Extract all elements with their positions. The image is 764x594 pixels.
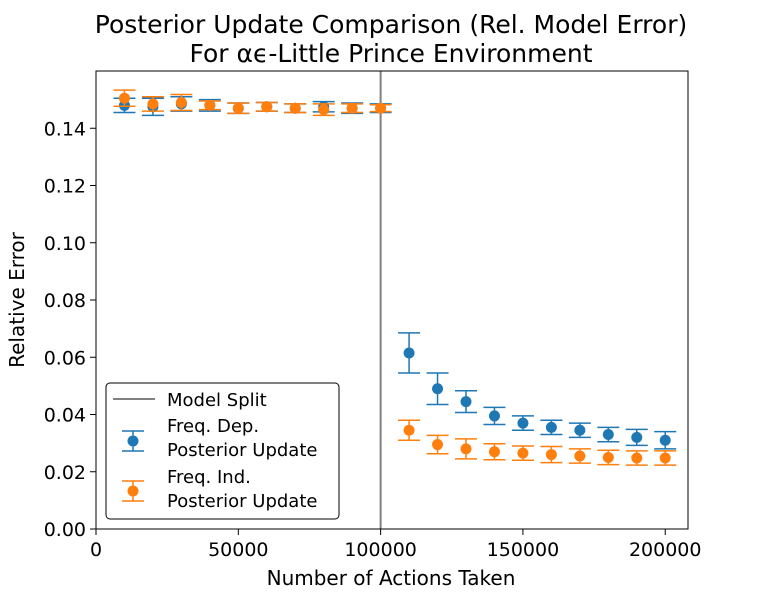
legend-marker	[127, 435, 139, 447]
data-point	[659, 452, 671, 464]
y-tick-label: 0.14	[44, 118, 86, 140]
data-point	[574, 450, 586, 462]
x-tick-label: 200000	[629, 539, 702, 561]
x-tick-label: 50000	[208, 539, 268, 561]
data-point	[261, 101, 273, 113]
data-point	[147, 98, 159, 110]
y-tick-label: 0.00	[44, 519, 86, 541]
data-point	[318, 104, 330, 116]
legend-label-freq-ind-line-2: Posterior Update	[167, 491, 317, 512]
data-point	[659, 434, 671, 446]
data-point	[432, 439, 444, 451]
data-point	[432, 383, 444, 395]
legend-label-model-split: Model Split	[167, 390, 267, 411]
data-point	[631, 431, 643, 443]
data-point	[488, 410, 500, 422]
x-axis-label: Number of Actions Taken	[267, 566, 516, 590]
data-point	[488, 446, 500, 458]
y-tick-label: 0.04	[44, 405, 86, 427]
data-point	[602, 451, 614, 463]
plot-area	[113, 71, 677, 529]
data-point	[204, 99, 216, 111]
chart-title-line-2: For αϵ-Little Prince Environment	[189, 39, 592, 68]
data-point	[460, 443, 472, 455]
x-tick-label: 100000	[344, 539, 417, 561]
data-point	[545, 421, 557, 433]
data-point	[574, 424, 586, 436]
data-point	[517, 417, 529, 429]
legend-swatch-freq-ind	[122, 480, 144, 502]
data-point	[403, 347, 415, 359]
legend-label-freq-dep-line-2: Posterior Update	[167, 440, 317, 461]
data-point	[118, 92, 130, 104]
legend-swatch-freq-dep	[122, 430, 144, 452]
data-point	[346, 102, 358, 114]
data-point	[517, 447, 529, 459]
data-point	[602, 429, 614, 441]
legend-marker	[127, 485, 139, 497]
data-point	[403, 424, 415, 436]
data-point	[175, 96, 187, 108]
chart-title-line-1: Posterior Update Comparison (Rel. Model …	[95, 10, 687, 39]
data-point	[232, 102, 244, 114]
x-tick-label: 150000	[487, 539, 560, 561]
legend-box	[105, 382, 340, 520]
legend-label-freq-ind-line-1: Freq. Ind.	[167, 467, 251, 488]
plot-frame	[95, 70, 689, 530]
y-axis-label: Relative Error	[5, 231, 29, 368]
legend: Model Split Freq. Dep. Posterior Update …	[105, 382, 340, 520]
y-tick-label: 0.08	[44, 290, 86, 312]
data-point	[289, 102, 301, 114]
series-1	[113, 89, 677, 466]
axis-ticks: 0 50000 100000 150000 200000 0.00 0.02 0.04 0.06…	[44, 118, 702, 561]
y-tick-label: 0.02	[44, 462, 86, 484]
y-tick-label: 0.12	[44, 176, 86, 198]
data-point	[631, 452, 643, 464]
data-point	[545, 449, 557, 461]
data-point	[375, 102, 387, 114]
y-tick-label: 0.06	[44, 347, 86, 369]
x-tick-label: 0	[90, 539, 102, 561]
data-point	[460, 396, 472, 408]
y-tick-label: 0.10	[44, 233, 86, 255]
legend-label-freq-dep-line-1: Freq. Dep.	[167, 416, 259, 437]
